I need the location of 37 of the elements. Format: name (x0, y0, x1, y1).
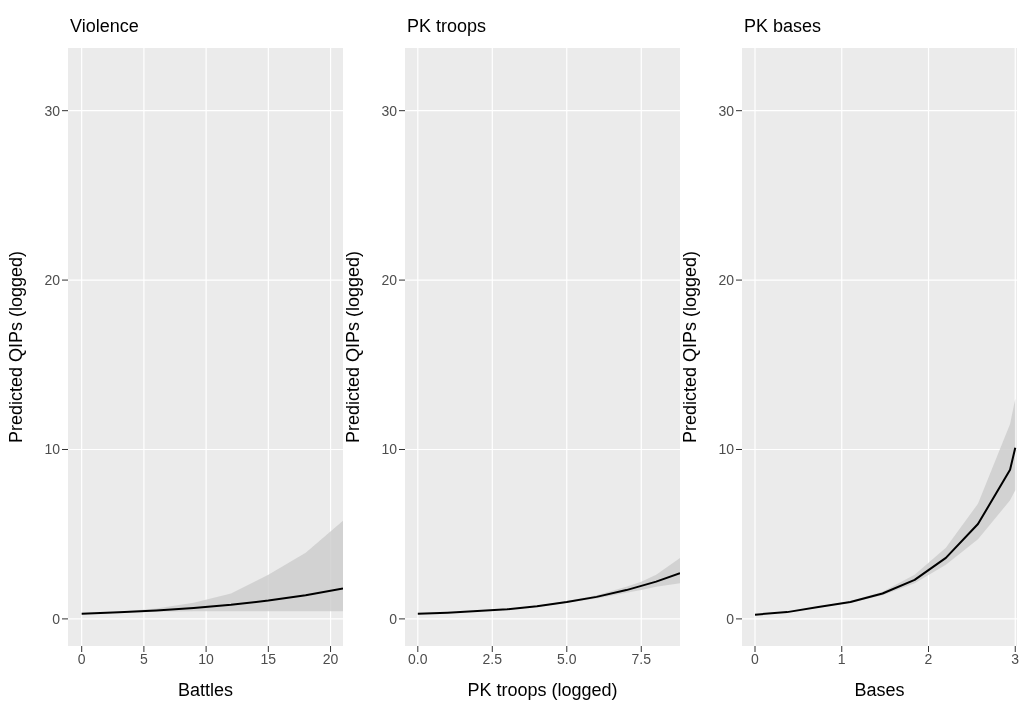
line-series (80, 587, 343, 615)
x-tick-label: 15 (260, 650, 277, 667)
y-tick-label: 0 (726, 610, 735, 627)
x-tick-label: 0 (751, 650, 760, 667)
chart-title: PK troops (406, 15, 488, 38)
y-tick-label: 30 (381, 102, 398, 119)
y-tick-label: 20 (381, 272, 398, 289)
x-tick-label: 0.0 (408, 650, 428, 667)
x-tick-label: 2.5 (482, 650, 503, 667)
line-series (416, 572, 680, 615)
y-tick-label: 10 (44, 441, 61, 458)
x-tick-label: 2 (924, 650, 933, 667)
y-tick-label: 10 (381, 441, 398, 458)
y-tick-label: 30 (44, 102, 61, 119)
x-tick-label: 5.0 (557, 650, 577, 667)
x-axis-title: PK troops (logged) (467, 680, 618, 700)
y-axis-title: Predicted QIPs (logged) (343, 250, 364, 444)
x-axis-title: Bases (854, 680, 905, 700)
line-series (754, 446, 1017, 616)
chart-title: Violence (69, 15, 140, 38)
x-tick-label: 10 (198, 650, 215, 667)
x-tick-label: 5 (140, 650, 149, 667)
y-axis-title: Predicted QIPs (logged) (6, 250, 27, 444)
y-tick-label: 20 (44, 272, 61, 289)
x-tick-label: 3 (1011, 650, 1020, 667)
y-tick-label: 0 (389, 610, 398, 627)
x-tick-label: 1 (837, 650, 846, 667)
y-axis-title: Predicted QIPs (logged) (680, 250, 701, 444)
chart-title: PK bases (743, 15, 823, 38)
y-tick-label: 20 (718, 272, 735, 289)
x-tick-label: 20 (322, 650, 339, 667)
y-tick-label: 0 (52, 610, 61, 627)
y-tick-label: 30 (718, 102, 735, 119)
y-tick-label: 10 (718, 441, 735, 458)
x-tick-label: 0 (77, 650, 86, 667)
x-tick-label: 7.5 (631, 650, 652, 667)
x-axis-title: Battles (177, 680, 234, 700)
